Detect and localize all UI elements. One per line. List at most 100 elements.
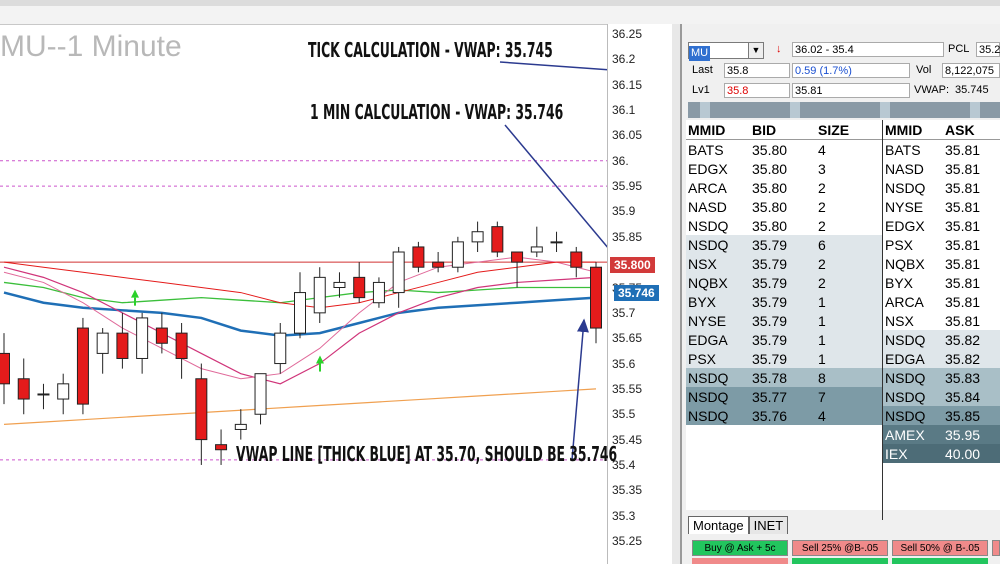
vol-field: 8,122,075 xyxy=(942,63,1000,78)
ask-row[interactable]: AMEX 35.95 xyxy=(883,425,1000,444)
button-row-2a[interactable] xyxy=(692,558,788,564)
ask-row[interactable]: NSDQ 35.82 xyxy=(883,330,1000,349)
bid-book: MMID BID SIZE BATS 35.80 4 EDGX 35.80 3 ARCA 35… xyxy=(686,120,882,425)
price-tick-label: 35.25 xyxy=(612,534,643,548)
ask-mmid: IEX xyxy=(885,445,908,462)
ask-mmid: EDGX xyxy=(885,217,925,234)
candle-body xyxy=(136,317,149,359)
tick-calc-arrow xyxy=(499,61,672,76)
ask-row[interactable]: BYX 35.81 xyxy=(883,273,1000,292)
ask-price: 35.82 xyxy=(945,350,981,367)
candle-body xyxy=(590,266,602,329)
last-label: Last xyxy=(692,64,713,76)
candle-body xyxy=(333,281,346,288)
bid-row[interactable]: BATS 35.80 4 xyxy=(686,139,882,159)
bid-size: 2 xyxy=(818,274,826,291)
bid-header-mmid[interactable]: MMID xyxy=(686,120,750,140)
ask-row[interactable]: NSX 35.81 xyxy=(883,311,1000,330)
bid-row[interactable]: NSDQ 35.80 2 xyxy=(686,216,882,235)
bid-mmid: PSX xyxy=(688,350,717,367)
bid-price: 35.79 xyxy=(752,350,788,367)
chevron-down-icon[interactable]: ▼ xyxy=(748,42,764,59)
ask-book-bg xyxy=(883,120,1000,510)
tab-montage[interactable]: Montage xyxy=(688,516,749,534)
ask-price: 35.82 xyxy=(945,331,981,348)
bid-row[interactable]: NASD 35.80 2 xyxy=(686,197,882,216)
bid-row[interactable]: EDGX 35.80 3 xyxy=(686,159,882,178)
bid-mmid: NSDQ xyxy=(688,407,729,424)
ask-price: 35.83 xyxy=(945,369,981,386)
bid-book-bg xyxy=(686,120,882,510)
button-row-2b[interactable] xyxy=(792,558,888,564)
bid-row[interactable]: NSDQ 35.76 4 xyxy=(686,406,882,425)
ask-row[interactable]: ARCA 35.81 xyxy=(883,292,1000,311)
down-arrow-icon: ↓ xyxy=(776,43,782,55)
candle-body xyxy=(530,246,543,253)
ask-row[interactable]: NSDQ 35.81 xyxy=(883,178,1000,197)
ask-row[interactable]: BATS 35.81 xyxy=(883,139,1000,159)
bid-row[interactable]: NSX 35.79 2 xyxy=(686,254,882,273)
ask-row[interactable]: NSDQ 35.83 xyxy=(883,368,1000,387)
ask-header-ask[interactable]: ASK xyxy=(943,120,1000,140)
ask-row[interactable]: NASD 35.81 xyxy=(883,159,1000,178)
bid-row[interactable]: NSDQ 35.79 6 xyxy=(686,235,882,254)
panel-divider[interactable] xyxy=(672,24,680,564)
lv1-bid-field: 35.8 xyxy=(724,83,790,98)
candle-body xyxy=(570,251,583,268)
bid-mmid: NSX xyxy=(688,255,717,272)
bid-price: 35.79 xyxy=(752,293,788,310)
bid-mmid: NASD xyxy=(688,198,727,215)
button-row-2c[interactable] xyxy=(892,558,988,564)
bid-header-size[interactable]: SIZE xyxy=(816,120,882,140)
bid-row[interactable]: ARCA 35.80 2 xyxy=(686,178,882,197)
pcl-label: PCL xyxy=(948,43,970,55)
sell-25-button[interactable]: Sell 25% @B-.05 xyxy=(792,540,888,556)
bar-segment xyxy=(700,102,710,118)
sell-50-button[interactable]: Sell 50% @ B-.05 xyxy=(892,540,988,556)
bid-price: 35.79 xyxy=(752,236,788,253)
bid-price: 35.80 xyxy=(752,198,788,215)
last-field: 35.8 xyxy=(724,63,790,78)
bid-row[interactable]: NSDQ 35.77 7 xyxy=(686,387,882,406)
price-tick-label: 35.6 xyxy=(612,356,636,371)
ask-row[interactable]: NQBX 35.81 xyxy=(883,254,1000,273)
ask-row[interactable]: PSX 35.81 xyxy=(883,235,1000,254)
ask-row[interactable]: EDGA 35.82 xyxy=(883,349,1000,368)
candle-body xyxy=(372,281,385,304)
bid-row[interactable]: NSDQ 35.78 8 xyxy=(686,368,882,387)
ask-row[interactable]: EDGX 35.81 xyxy=(883,216,1000,235)
tab-inet[interactable]: INET xyxy=(748,516,789,534)
bid-row[interactable]: BYX 35.79 1 xyxy=(686,292,882,311)
buy-ask-button[interactable]: Buy @ Ask + 5c xyxy=(692,540,788,556)
price-tick-label: 36. xyxy=(612,153,629,168)
candle-body xyxy=(96,332,109,354)
bid-size: 2 xyxy=(818,217,826,234)
price-chart[interactable] xyxy=(0,24,672,564)
ask-row[interactable]: NYSE 35.81 xyxy=(883,197,1000,216)
bid-price: 35.79 xyxy=(752,274,788,291)
ask-row[interactable]: NSDQ 35.85 xyxy=(883,406,1000,425)
ask-row[interactable]: IEX 40.00 xyxy=(883,444,1000,463)
ask-price: 35.81 xyxy=(945,217,981,234)
bid-row[interactable]: NYSE 35.79 1 xyxy=(686,311,882,330)
symbol-input[interactable]: MU xyxy=(688,42,750,61)
bid-row[interactable]: PSX 35.79 1 xyxy=(686,349,882,368)
bid-row[interactable]: NQBX 35.79 2 xyxy=(686,273,882,292)
more-button[interactable] xyxy=(992,540,1000,556)
ask-price: 35.81 xyxy=(945,255,981,272)
bid-size: 4 xyxy=(818,407,826,424)
ask-price: 35.95 xyxy=(945,426,981,443)
window-frame xyxy=(0,0,1000,6)
bid-size: 1 xyxy=(818,350,826,367)
candle-body xyxy=(471,231,484,243)
bid-header-bid[interactable]: BID xyxy=(750,120,816,140)
symbol-text: MU xyxy=(689,46,711,61)
ma-pink-light-line xyxy=(3,256,597,380)
lv1-label: Lv1 xyxy=(692,84,710,96)
ask-header-mmid[interactable]: MMID xyxy=(883,120,943,140)
candle-body xyxy=(155,327,168,344)
ask-row[interactable]: NSDQ 35.84 xyxy=(883,387,1000,406)
bid-mmid: NSDQ xyxy=(688,236,729,253)
bid-row[interactable]: EDGA 35.79 1 xyxy=(686,330,882,349)
vwap-line-arrow xyxy=(571,318,589,461)
